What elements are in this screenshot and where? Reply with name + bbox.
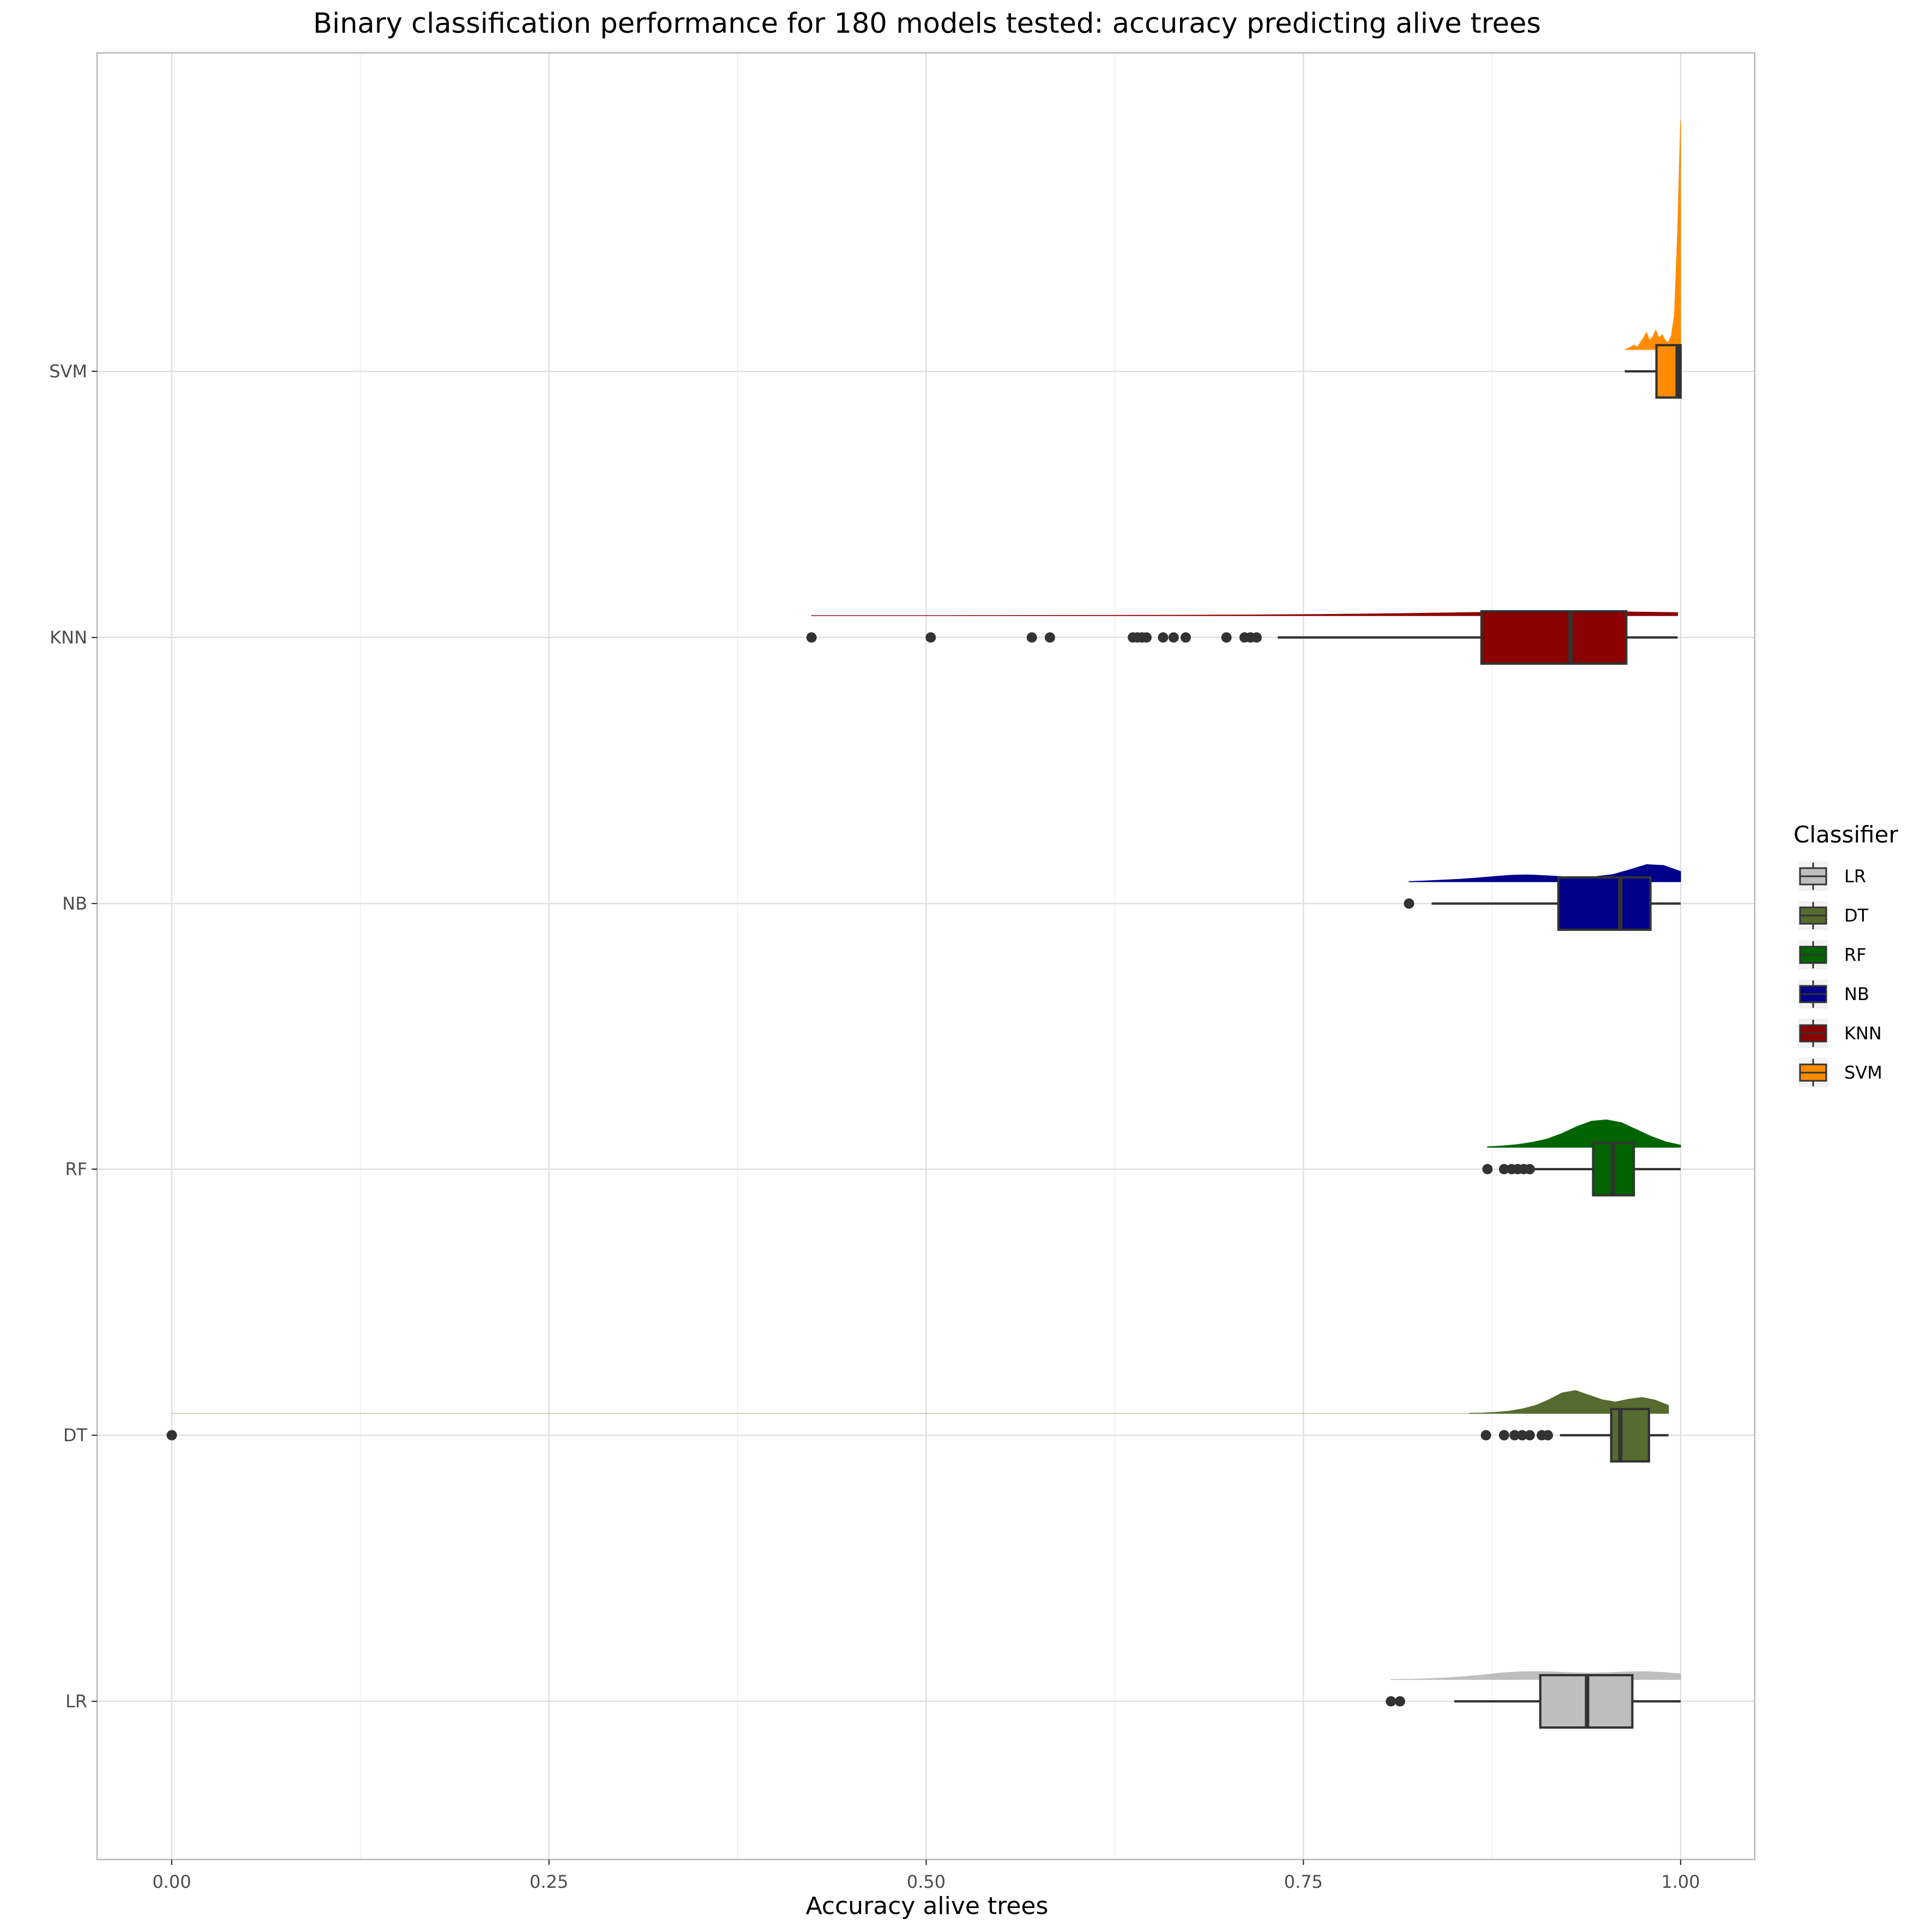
density-rf	[1487, 1119, 1681, 1148]
y-axis: LR DT RF NB KNN SVM	[49, 361, 97, 1712]
outlier-point	[1168, 632, 1179, 643]
outlier-point	[1251, 632, 1262, 643]
outlier-point	[1516, 1430, 1527, 1441]
legend-key-lr: LR	[1798, 862, 1866, 891]
grid	[97, 53, 1755, 1859]
outlier-point	[1394, 1696, 1405, 1707]
outlier-point	[1044, 632, 1055, 643]
outlier-point	[1404, 898, 1415, 909]
outlier-point	[1498, 1164, 1509, 1175]
x-axis-title: Accuracy alive trees	[806, 1892, 1049, 1920]
outlier-point	[1524, 1430, 1535, 1441]
legend-label: NB	[1844, 984, 1869, 1004]
outlier-point	[1386, 1696, 1397, 1707]
x-tick-label: 0.75	[1284, 1871, 1323, 1892]
legend-label: SVM	[1844, 1062, 1882, 1083]
legend-items: LR DT RF NB KNN SVM	[1798, 862, 1882, 1087]
legend-label: KNN	[1844, 1023, 1882, 1044]
y-tick-label: SVM	[49, 361, 87, 382]
density-lr	[1391, 1671, 1681, 1680]
outlier-point	[1543, 1430, 1554, 1441]
outlier-point	[1141, 632, 1152, 643]
box-plots	[166, 344, 1682, 1729]
outlier-point	[1158, 632, 1169, 643]
legend-title: Classifier	[1793, 821, 1898, 848]
y-tick-label: LR	[65, 1691, 87, 1712]
boxplot-dt	[166, 1407, 1669, 1463]
boxplot-nb	[1404, 876, 1681, 931]
outlier-point	[1498, 1430, 1509, 1441]
box-iqr	[1557, 876, 1652, 931]
boxplot-knn	[806, 610, 1678, 665]
x-axis: 0.00 0.25 0.50 0.75 1.00	[152, 1859, 1700, 1892]
outlier-point	[1482, 1164, 1493, 1175]
outlier-point	[1480, 1430, 1491, 1441]
outlier-point	[925, 632, 936, 643]
outlier-point	[1509, 1430, 1520, 1441]
x-tick-label: 0.50	[907, 1871, 946, 1892]
outlier-point	[1524, 1164, 1535, 1175]
chart-title: Binary classification performance for 18…	[313, 8, 1541, 40]
boxplot-lr	[1386, 1674, 1681, 1729]
y-tick-label: DT	[63, 1425, 88, 1446]
density-dt	[1469, 1390, 1669, 1414]
legend-key-svm: SVM	[1798, 1058, 1882, 1087]
legend-label: LR	[1844, 866, 1866, 887]
outlier-point	[806, 632, 817, 643]
outlier-point	[1180, 632, 1191, 643]
outlier-point	[1026, 632, 1037, 643]
legend-key-nb: NB	[1798, 979, 1869, 1009]
y-tick-label: RF	[65, 1159, 87, 1179]
box-iqr	[1610, 1407, 1650, 1463]
legend-key-rf: RF	[1798, 940, 1867, 970]
legend-key-knn: KNN	[1798, 1019, 1882, 1048]
legend: Classifier LR DT RF NB KNN SVM	[1793, 821, 1898, 1087]
boxplot-svm	[1624, 344, 1682, 399]
x-tick-label: 0.25	[529, 1871, 568, 1892]
box-iqr	[1480, 610, 1628, 665]
legend-key-dt: DT	[1798, 901, 1869, 930]
outlier-point	[1221, 632, 1232, 643]
outlier-point	[166, 1430, 177, 1441]
x-tick-label: 1.00	[1661, 1871, 1700, 1892]
density-svm	[1624, 120, 1681, 350]
x-tick-label: 0.00	[152, 1871, 191, 1892]
legend-label: RF	[1844, 944, 1867, 965]
y-tick-label: NB	[62, 893, 87, 914]
y-tick-label: KNN	[50, 627, 87, 648]
boxplot-rf	[1482, 1141, 1681, 1197]
legend-label: DT	[1844, 905, 1869, 926]
